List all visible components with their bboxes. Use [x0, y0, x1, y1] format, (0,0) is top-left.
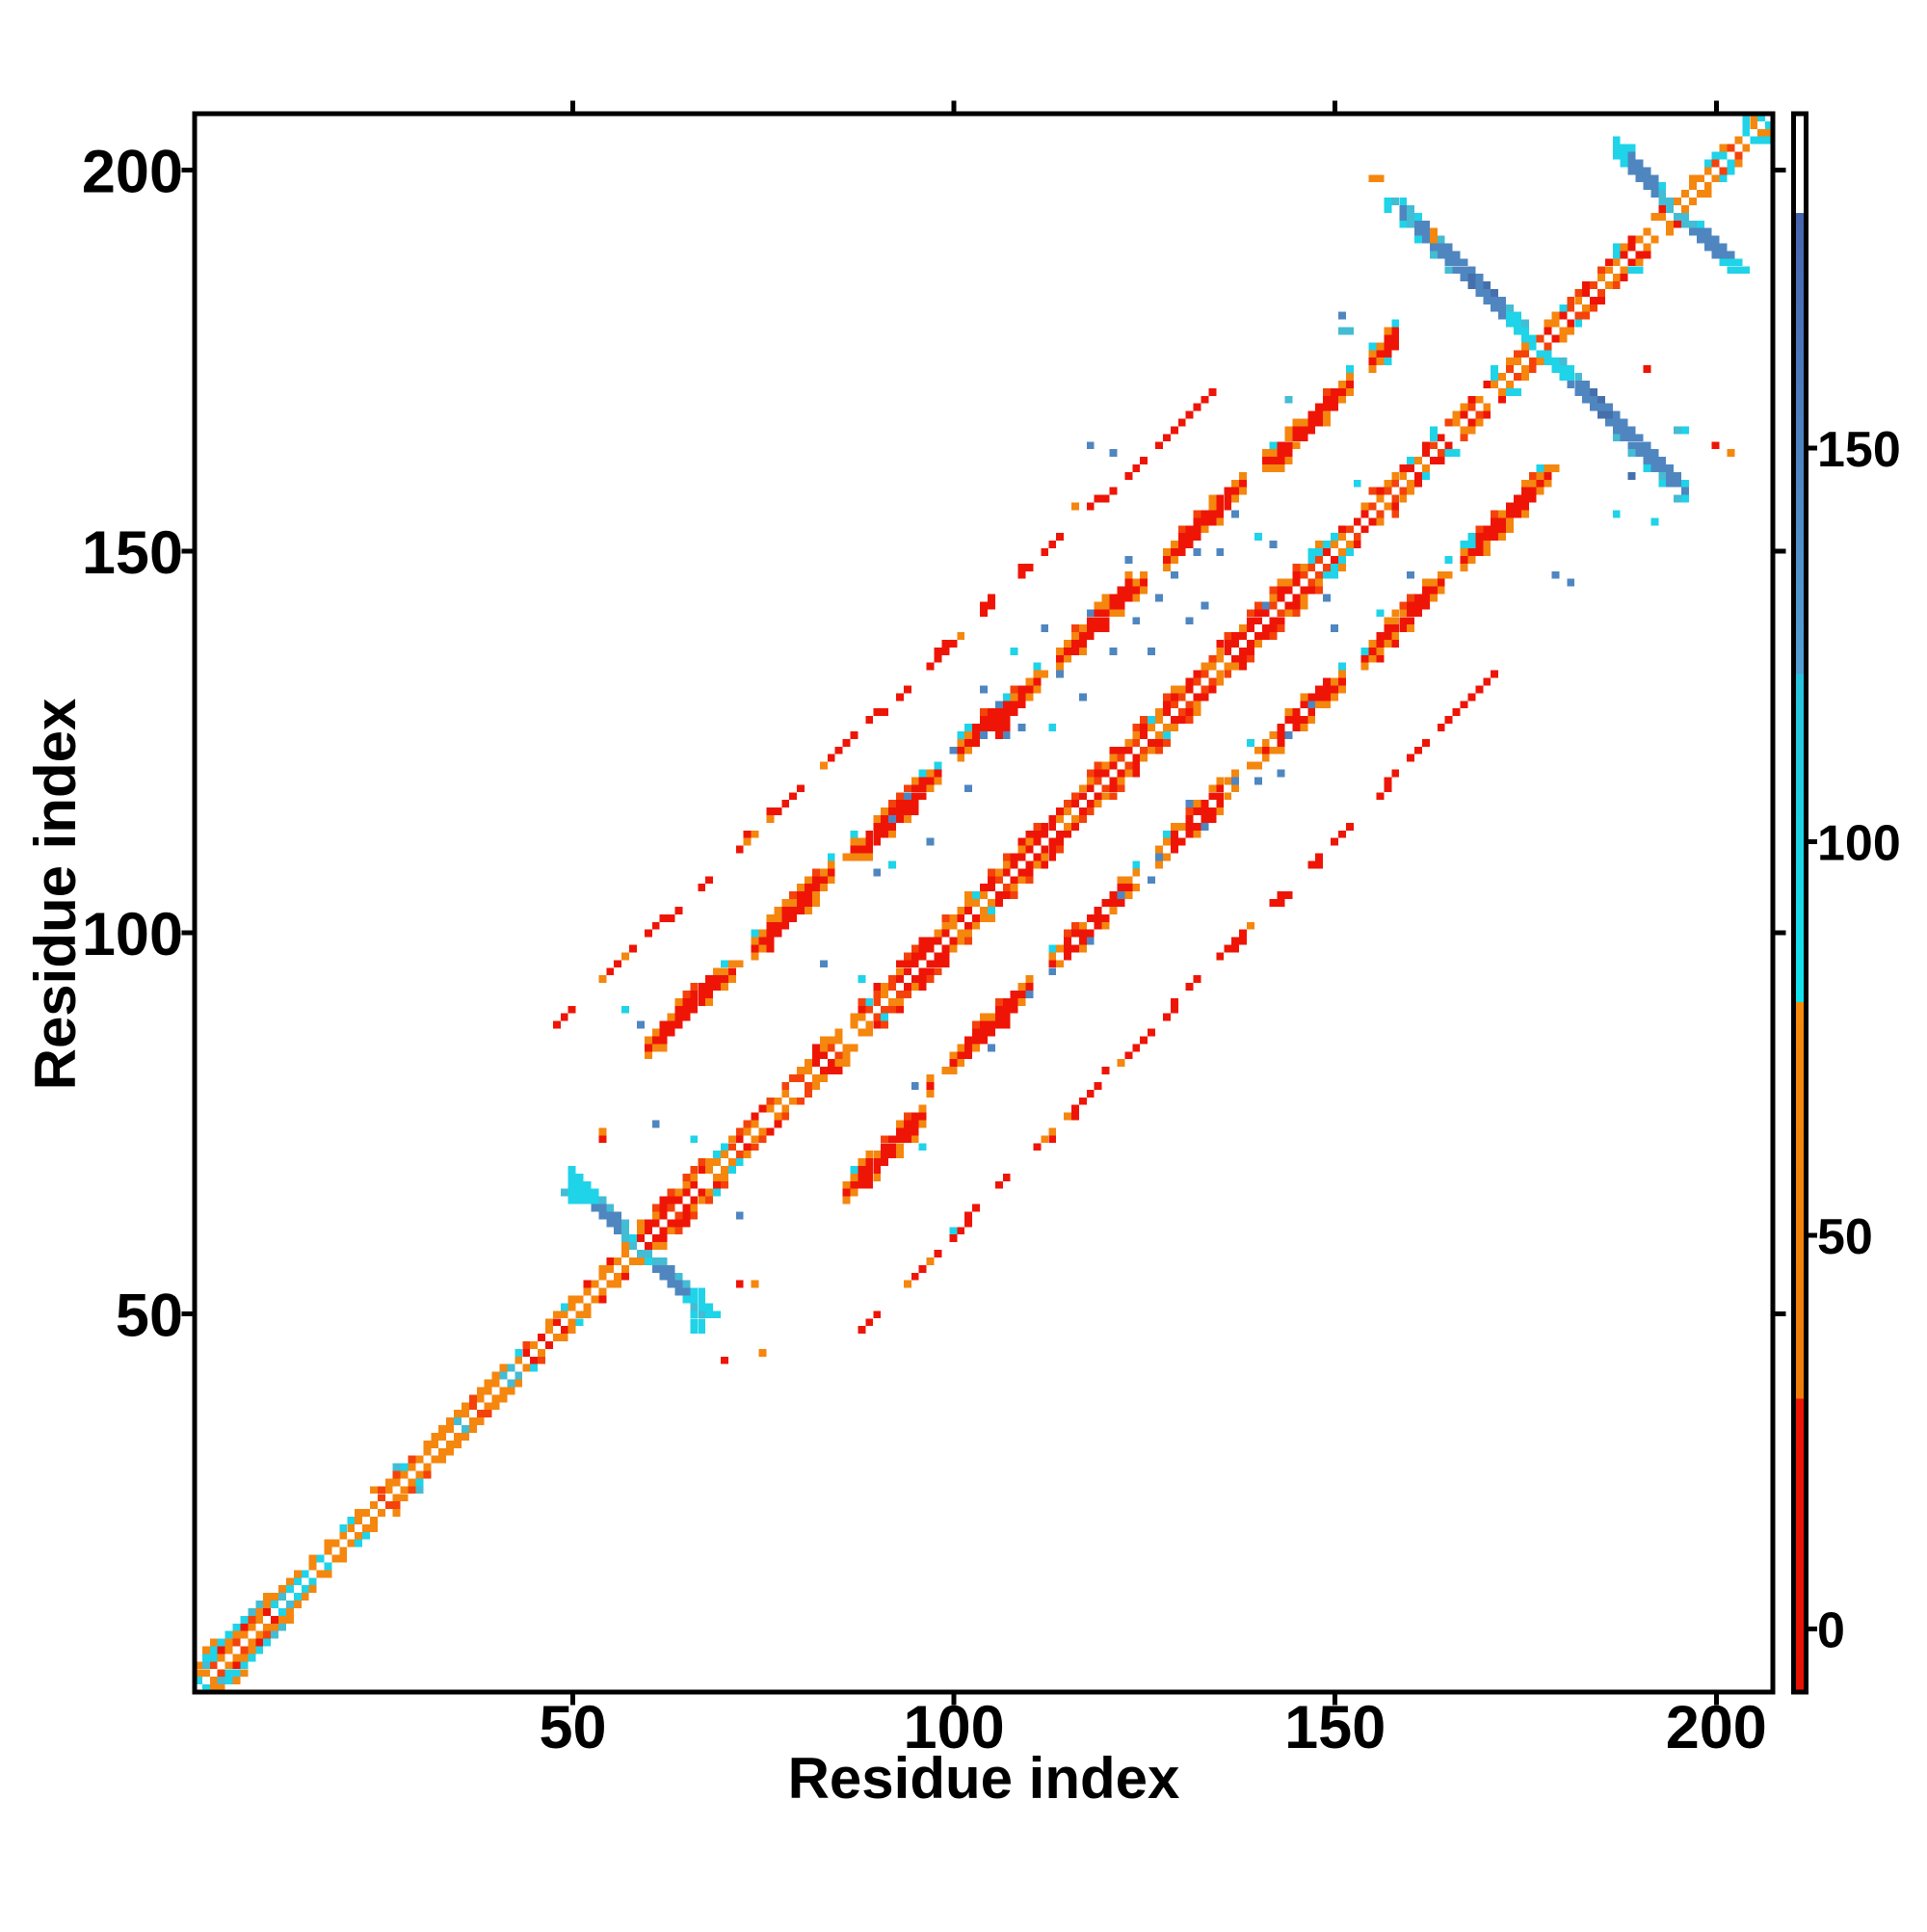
svg-text:200: 200: [82, 139, 183, 206]
svg-text:100: 100: [1817, 816, 1901, 872]
svg-text:50: 50: [1817, 1209, 1873, 1265]
svg-text:50: 50: [539, 1694, 606, 1761]
svg-text:Residue index: Residue index: [23, 699, 88, 1091]
svg-text:0: 0: [1817, 1603, 1845, 1659]
svg-text:150: 150: [82, 519, 183, 587]
svg-text:150: 150: [1817, 422, 1901, 478]
svg-text:100: 100: [904, 1694, 1005, 1761]
svg-text:200: 200: [1666, 1694, 1767, 1761]
svg-text:150: 150: [1284, 1694, 1386, 1761]
svg-text:100: 100: [82, 901, 183, 968]
svg-text:50: 50: [116, 1282, 183, 1349]
svg-text:Residue index: Residue index: [788, 1746, 1180, 1811]
